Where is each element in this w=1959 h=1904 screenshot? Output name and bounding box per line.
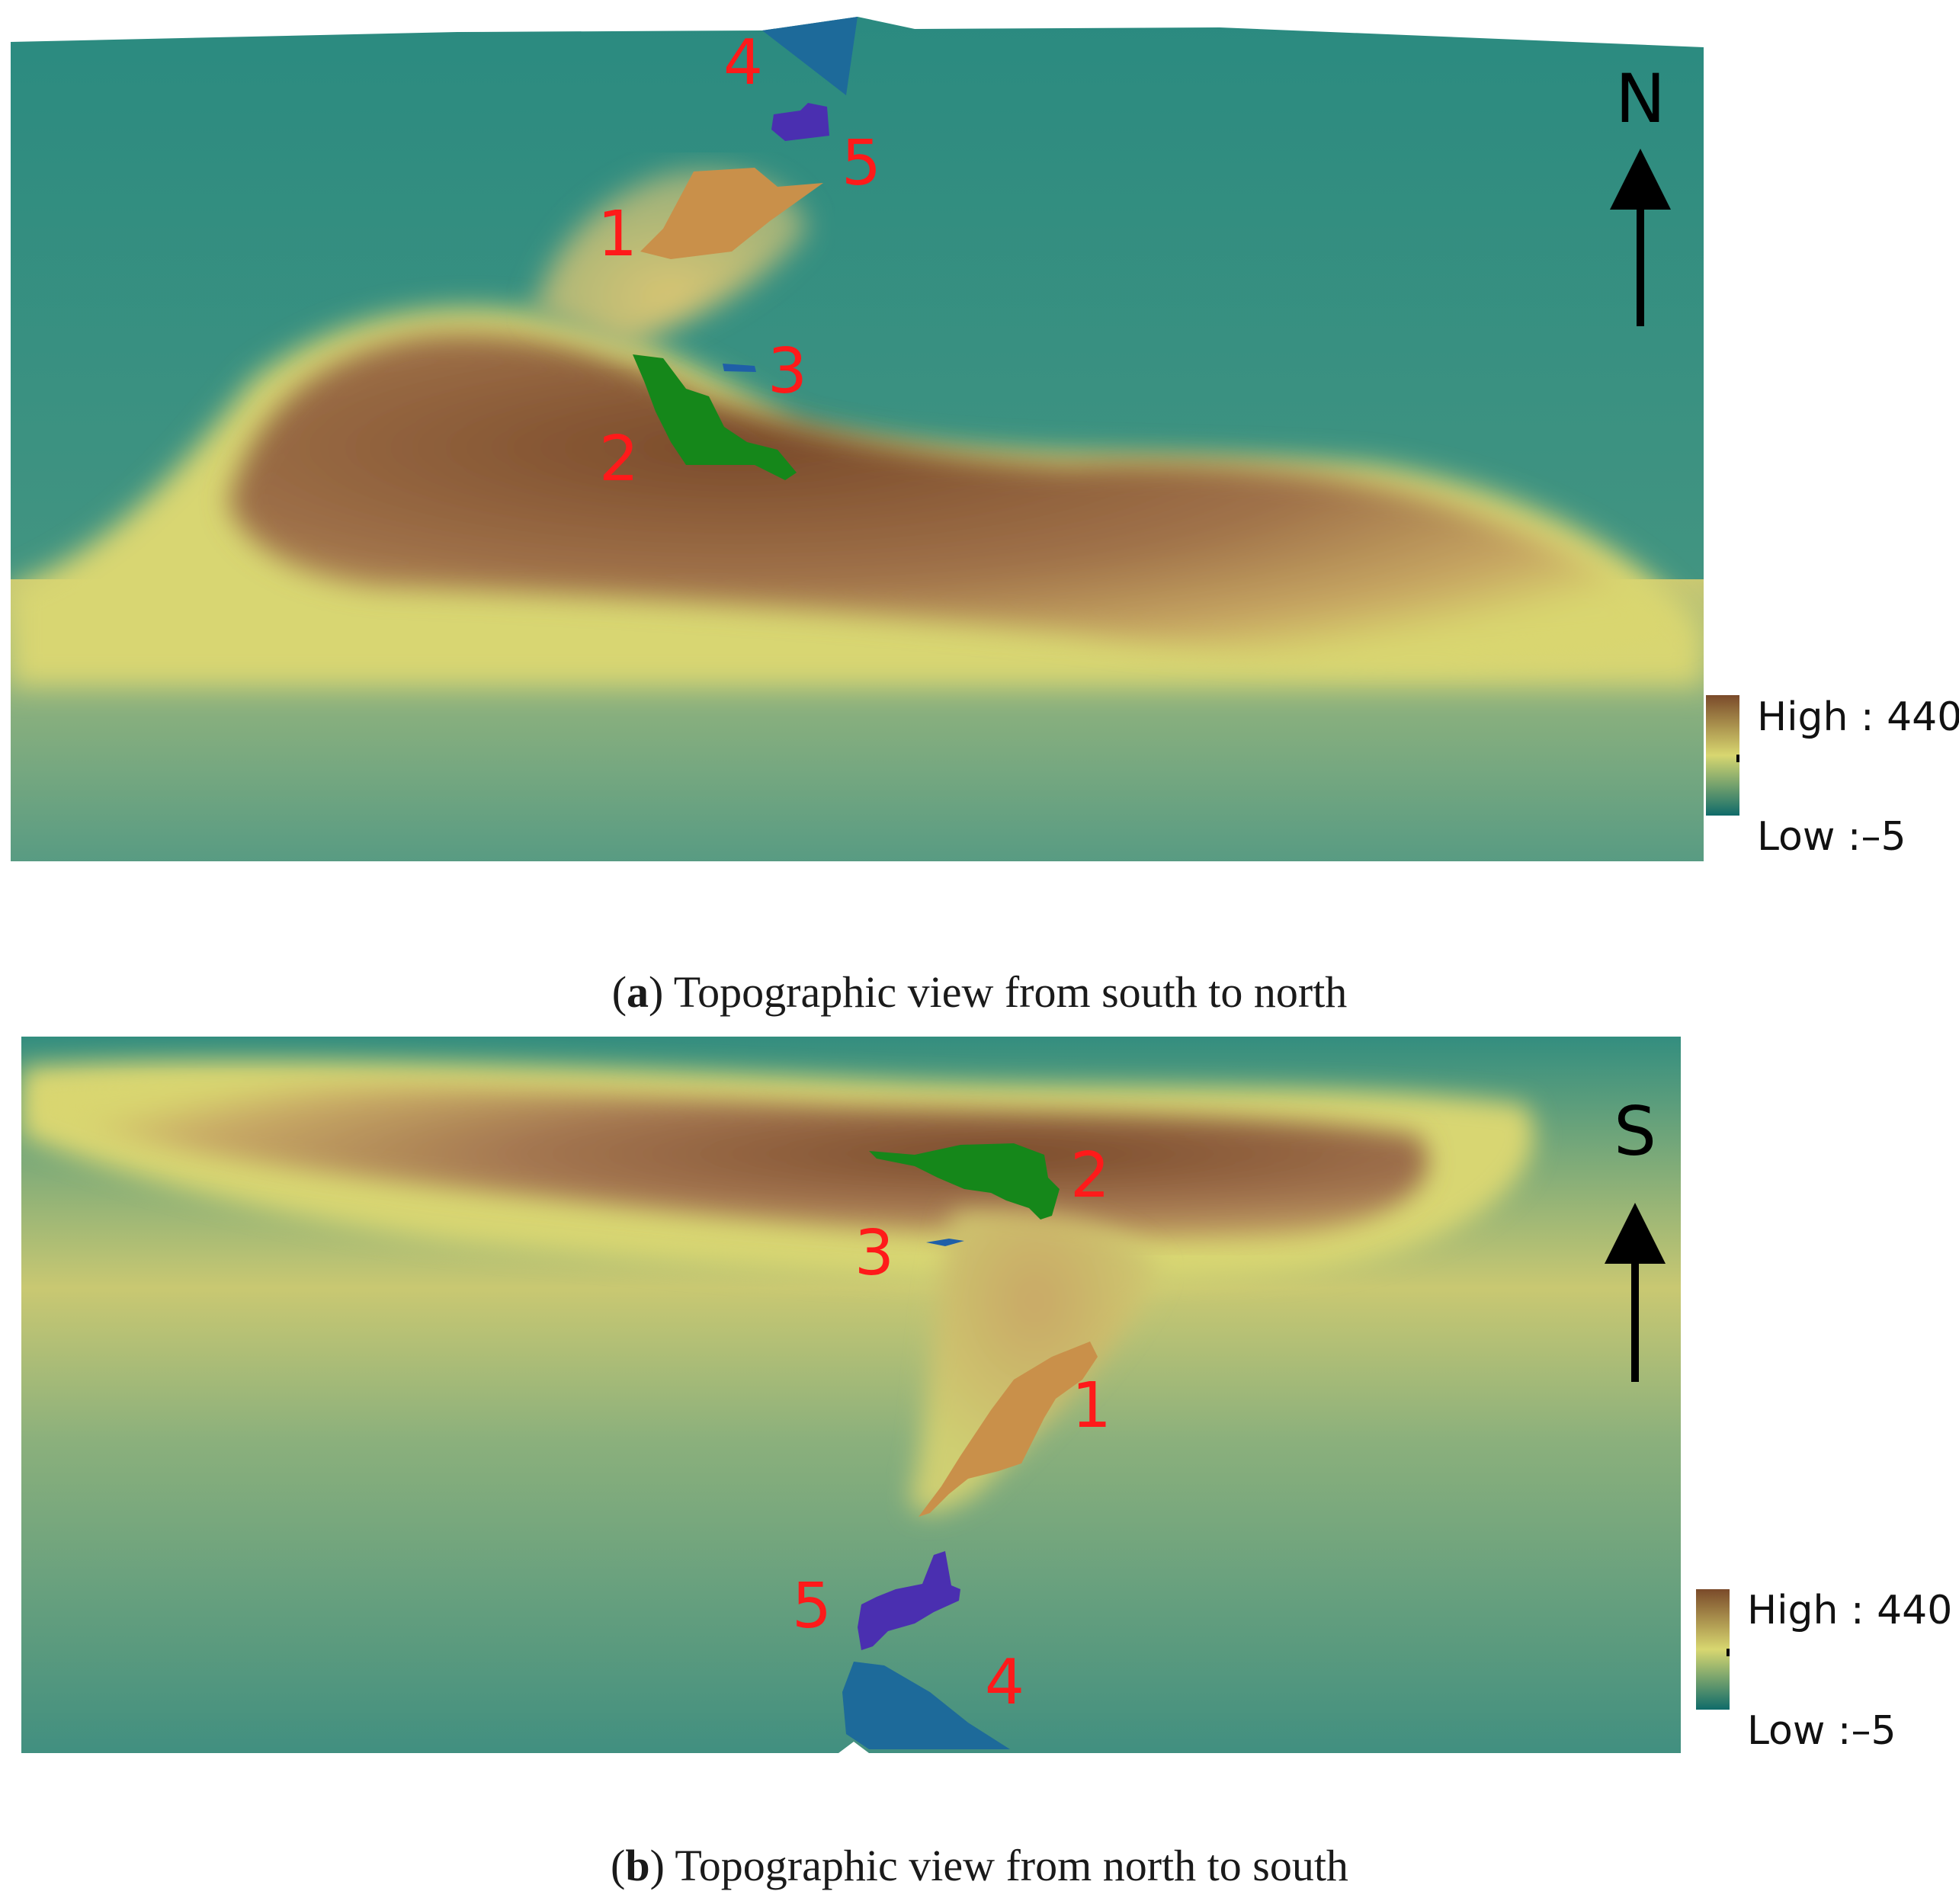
zone-1-area: [919, 1341, 1098, 1517]
caption-letter-b: b: [625, 1841, 650, 1890]
north-arrow-label: N: [1615, 59, 1666, 138]
terrain-map-b: [21, 1037, 1681, 1753]
legend-low-label: Low :–5: [1747, 1708, 1896, 1754]
elevation-legend-a: High : 440 Low :–5: [1706, 694, 1959, 860]
zone-label-1: 1: [1072, 1370, 1111, 1442]
zone-label-3: 3: [768, 335, 807, 408]
zone-4-area: [842, 1662, 1010, 1749]
panel-a: 4 5 1 3 2 N High : 440 Low :–5: [11, 17, 1959, 861]
zone-label-4: 4: [985, 1646, 1024, 1719]
zone-label-3: 3: [854, 1217, 894, 1290]
zone-1-area: [640, 168, 823, 259]
legend-color-ramp: [1706, 695, 1739, 816]
legend-low-label: Low :–5: [1757, 814, 1906, 860]
caption-a: (a) Topographic view from south to north: [611, 967, 1348, 1017]
caption-letter-a: a: [627, 967, 649, 1017]
legend-color-ramp: [1696, 1589, 1730, 1710]
arrow-up-icon: [1605, 1203, 1666, 1264]
panel-b: 2 3 1 5 4 S High : 440 Low :–5: [21, 1037, 1952, 1754]
zone-label-5: 5: [842, 127, 881, 200]
zone-label-2: 2: [599, 423, 639, 495]
caption-text-b: Topographic view from north to south: [675, 1841, 1348, 1890]
zone-label-5: 5: [792, 1570, 832, 1643]
zone-5-area: [858, 1551, 960, 1650]
zone-label-4: 4: [723, 27, 763, 99]
arrow-up-icon: [1610, 149, 1671, 210]
elevation-legend-b: High : 440 Low :–5: [1696, 1588, 1952, 1754]
zone-3-area: [926, 1239, 964, 1246]
zone-2-area: [869, 1143, 1060, 1220]
legend-high-label: High : 440: [1747, 1588, 1952, 1633]
zone-3-area: [723, 364, 756, 372]
zone-4-area: [762, 17, 858, 95]
north-arrow: N: [1610, 59, 1671, 326]
terrain-map-a: [11, 17, 1704, 861]
south-arrow-label: S: [1614, 1092, 1656, 1171]
zone-5-area: [771, 103, 829, 141]
legend-high-label: High : 440: [1757, 694, 1959, 740]
zone-label-2: 2: [1070, 1140, 1110, 1212]
zone-label-1: 1: [598, 198, 637, 271]
caption-b: (b) Topographic view from north to south: [611, 1841, 1348, 1890]
zone-2-area: [633, 354, 797, 480]
south-arrow: S: [1605, 1092, 1666, 1382]
caption-text-a: Topographic view from south to north: [673, 967, 1348, 1017]
